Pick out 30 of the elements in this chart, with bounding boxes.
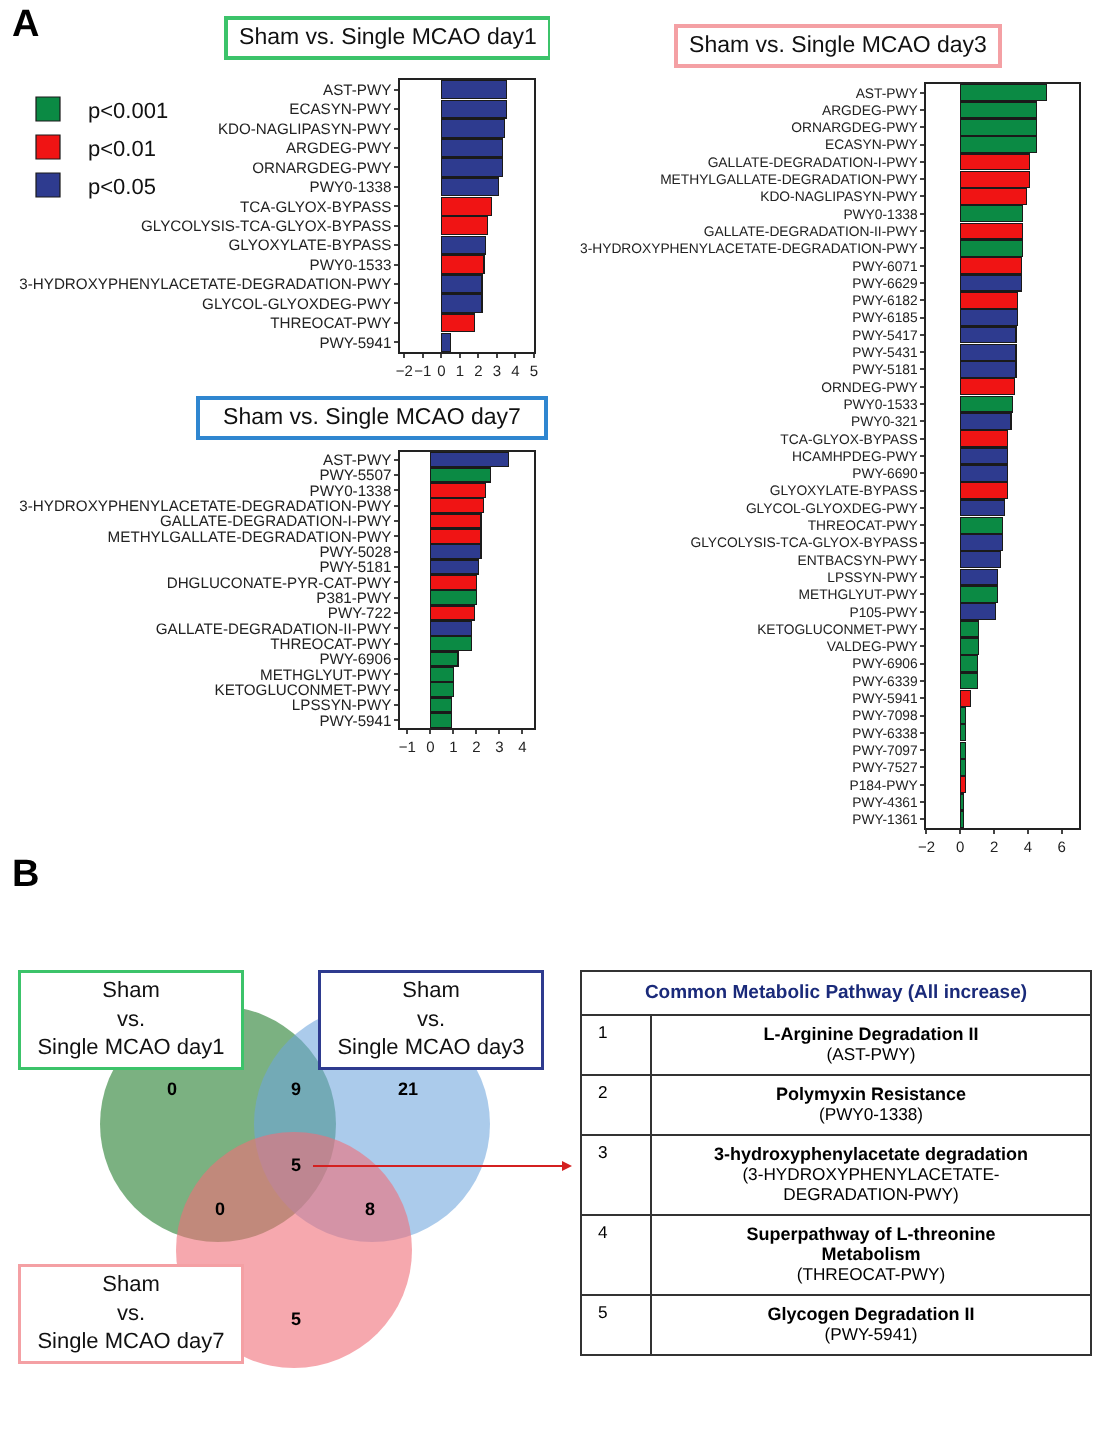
- text: (THREOCAT-PWY): [796, 1264, 946, 1284]
- text: B: [12, 854, 40, 898]
- text: Superpathway of L-threonine Metabolism: [746, 1224, 996, 1264]
- data-label: 5: [290, 1154, 302, 1175]
- text: A: [12, 4, 40, 48]
- text: Polymyxin Resistance: [775, 1084, 967, 1104]
- text: 4: [581, 1215, 651, 1295]
- text: 3-hydroxyphenylacetate degradation: [713, 1144, 1029, 1164]
- legend-label: p<0.01: [88, 137, 156, 162]
- chart-title: Sham vs. Single MCAO day7: [196, 396, 548, 440]
- text: 5: [581, 1295, 651, 1355]
- data-label: 5: [290, 1308, 302, 1329]
- text: Common Metabolic Pathway (All increase): [581, 971, 1091, 1015]
- text: Sham vs. Single MCAO day7: [37, 1273, 225, 1355]
- text: 3: [581, 1135, 651, 1215]
- text: Sham vs. Single MCAO day3: [337, 979, 525, 1061]
- text: 2: [581, 1075, 651, 1135]
- data-label: 0: [166, 1078, 178, 1099]
- text: 1: [581, 1015, 651, 1075]
- chart-title: Sham vs. Single MCAO day3: [674, 24, 1002, 68]
- legend-label: p<0.05: [88, 175, 156, 200]
- data-label: 21: [397, 1078, 419, 1099]
- text: L-Arginine Degradation II: [763, 1024, 979, 1044]
- text: Sham vs. Single MCAO day1: [37, 979, 225, 1061]
- data-label: 8: [364, 1198, 376, 1219]
- data-label: 0: [214, 1198, 226, 1219]
- chart-title: Sham vs. Single MCAO day1: [224, 16, 552, 60]
- legend-label: p<0.001: [88, 99, 169, 124]
- data-label: 9: [290, 1078, 302, 1099]
- text: Glycogen Degradation II: [767, 1304, 975, 1324]
